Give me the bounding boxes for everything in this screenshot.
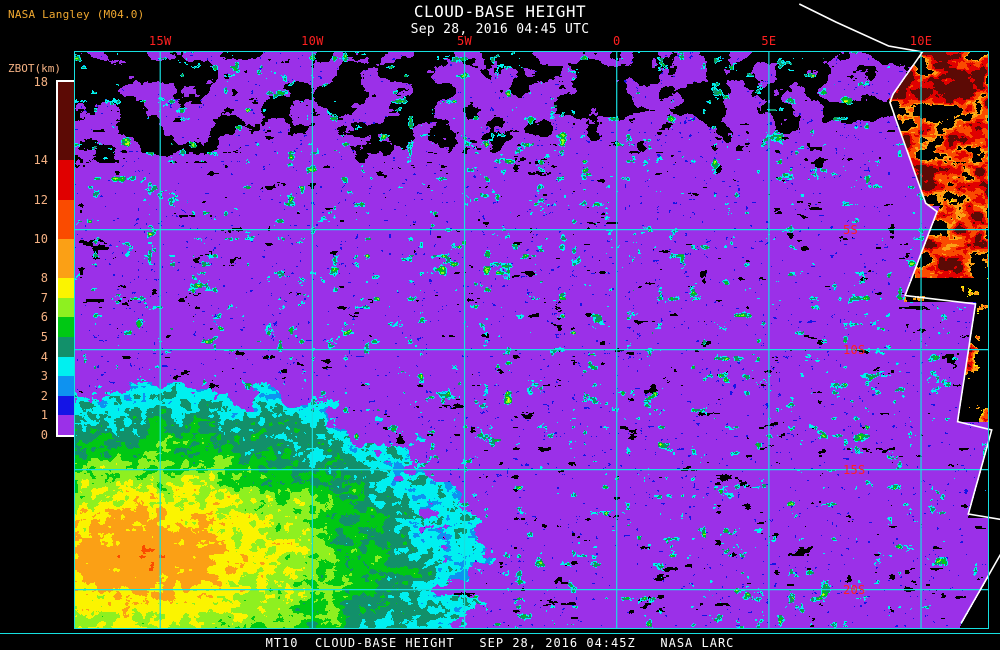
lon-label-10W: 10W (301, 34, 324, 48)
colorbar-tick-14: 14 (33, 153, 48, 168)
colorbar-tick-5: 5 (40, 329, 48, 344)
lat-label-10S: 10S (843, 342, 866, 357)
lon-label-15W: 15W (148, 34, 172, 48)
colorbar-band-14-18 (58, 82, 76, 161)
colorbar-title: ZBOT(km) (8, 62, 61, 75)
colorbar-band-2-3 (58, 376, 76, 396)
colorbar-tick-1: 1 (40, 408, 48, 423)
lon-label-0: 0 (612, 34, 621, 48)
colorbar-band-4-5 (58, 336, 76, 357)
colorbar-tick-0: 0 (40, 428, 48, 442)
colorbar-band-3-4 (58, 356, 76, 377)
lon-label-5W: 5W (457, 34, 473, 48)
lat-label-15S: 15S (843, 462, 866, 477)
colorbar-tick-12: 12 (33, 192, 48, 207)
colorbar-tick-3: 3 (40, 369, 48, 384)
cloud-base-height-raster[interactable] (75, 52, 988, 628)
colorbar-band-1-2 (58, 395, 76, 416)
footer-divider (0, 633, 1000, 634)
colorbar-tick-2: 2 (40, 388, 48, 403)
colorbar-tick-6: 6 (40, 310, 48, 325)
lat-label-20S: 20S (843, 582, 866, 597)
colorbar-tick-18: 18 (33, 75, 48, 89)
map-raster-panel[interactable] (75, 52, 988, 628)
colorbar-band-0-1 (58, 415, 76, 435)
lon-label-5E: 5E (761, 34, 777, 48)
colorbar-tick-4: 4 (40, 349, 48, 364)
colorbar-band-8-10 (58, 238, 76, 279)
colorbar-band-5-6 (58, 317, 76, 337)
colorbar-tick-8: 8 (40, 271, 48, 286)
agency-label: NASA Langley (M04.0) (8, 8, 145, 21)
colorbar-tick-7: 7 (40, 290, 48, 305)
footer-status: MT10 CLOUD-BASE HEIGHT SEP 28, 2016 04:4… (265, 636, 735, 650)
colorbar-band-6-7 (58, 297, 76, 318)
colorbar-band-12-14 (58, 160, 76, 200)
page-title: CLOUD-BASE HEIGHT (413, 2, 587, 21)
page-subtitle: Sep 28, 2016 04:45 UTC (410, 22, 590, 37)
colorbar-band-10-12 (58, 199, 76, 239)
colorbar-tick-10: 10 (33, 231, 48, 246)
colorbar-band-7-8 (58, 278, 76, 298)
lat-label-5S: 5S (843, 222, 859, 237)
lon-label-10E: 10E (909, 34, 933, 48)
